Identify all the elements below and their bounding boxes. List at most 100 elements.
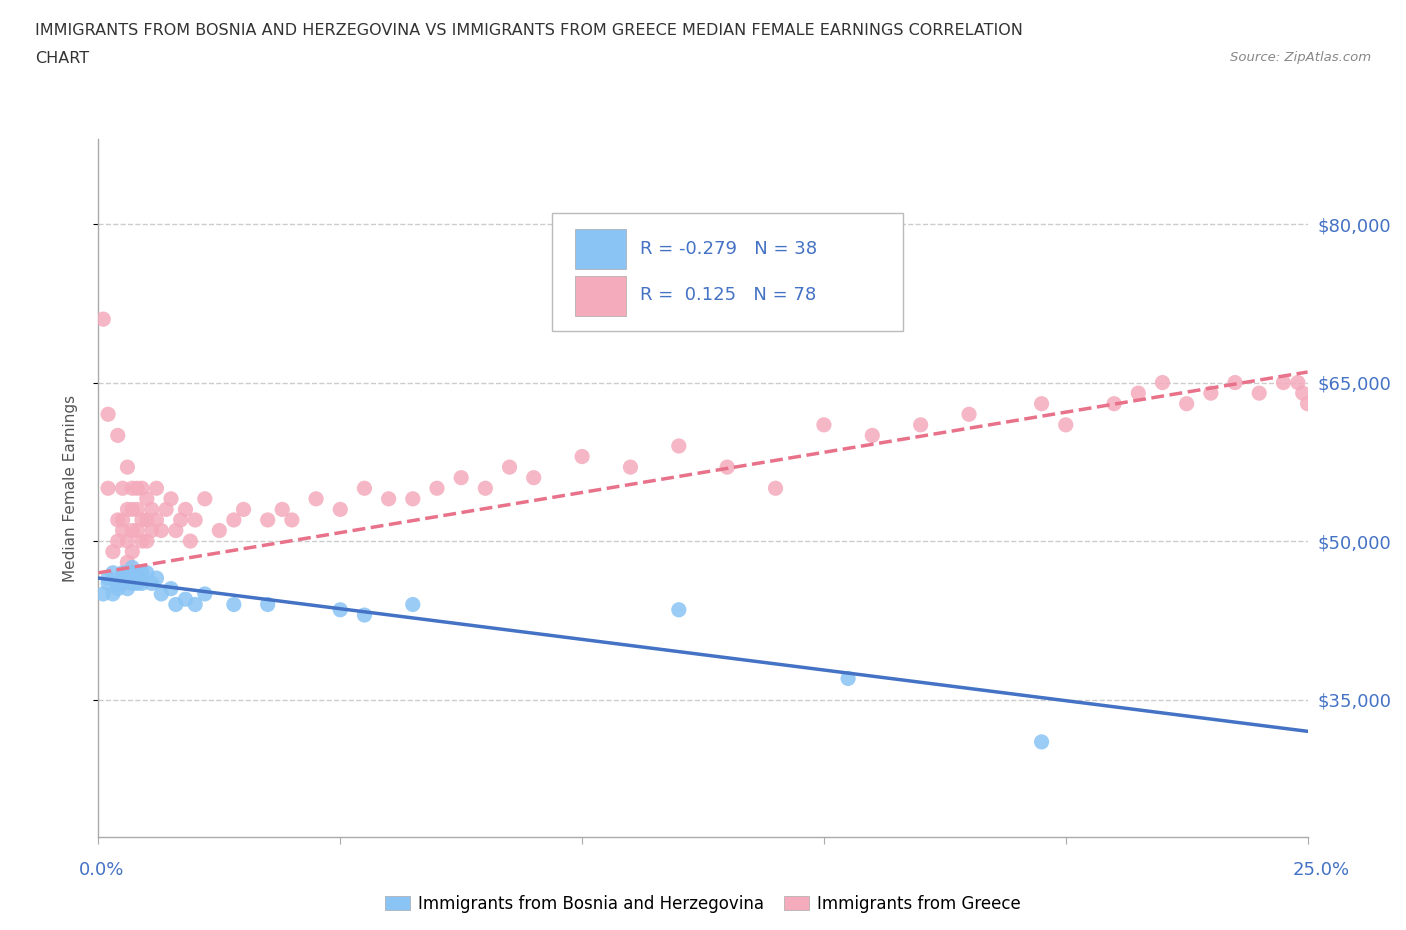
Point: [1292, 386, 1315, 401]
Point: [107, 428, 129, 443]
Point: [1128, 386, 1150, 401]
Point: [1031, 735, 1053, 750]
Point: [131, 576, 153, 591]
Point: [141, 576, 163, 591]
Point: [127, 523, 149, 538]
Point: [765, 481, 787, 496]
Point: [101, 587, 124, 602]
Point: [131, 565, 153, 580]
Point: [222, 597, 245, 612]
Point: [353, 481, 375, 496]
Point: [135, 565, 157, 580]
Point: [121, 576, 143, 591]
Point: [1272, 375, 1295, 390]
Text: 25.0%: 25.0%: [1294, 860, 1350, 879]
Point: [160, 581, 183, 596]
Point: [165, 523, 187, 538]
Point: [150, 587, 173, 602]
Point: [135, 512, 157, 527]
Point: [498, 459, 520, 474]
Point: [1249, 386, 1271, 401]
Point: [131, 481, 153, 496]
Point: [837, 671, 859, 686]
Point: [194, 491, 217, 506]
Point: [121, 523, 143, 538]
Point: [111, 481, 134, 496]
Point: [117, 571, 139, 586]
Point: [97, 406, 120, 421]
Point: [150, 523, 173, 538]
Point: [402, 597, 425, 612]
Point: [145, 481, 167, 496]
Point: [117, 565, 139, 580]
Text: 0.0%: 0.0%: [79, 860, 124, 879]
Point: [121, 502, 143, 517]
Point: [97, 481, 120, 496]
Point: [169, 512, 191, 527]
Point: [377, 491, 399, 506]
Text: R =  0.125   N = 78: R = 0.125 N = 78: [640, 286, 817, 304]
Point: [101, 565, 124, 580]
Point: [127, 565, 149, 580]
Point: [1296, 396, 1319, 411]
Point: [1152, 375, 1174, 390]
Point: [165, 597, 187, 612]
Point: [1175, 396, 1198, 411]
Legend: Immigrants from Bosnia and Herzegovina, Immigrants from Greece: Immigrants from Bosnia and Herzegovina, …: [378, 888, 1028, 920]
Text: Source: ZipAtlas.com: Source: ZipAtlas.com: [1230, 51, 1371, 64]
Point: [232, 502, 254, 517]
Point: [127, 576, 149, 591]
Point: [1102, 396, 1125, 411]
Point: [1199, 386, 1222, 401]
Point: [256, 597, 278, 612]
Y-axis label: Median Female Earnings: Median Female Earnings: [63, 394, 77, 582]
Point: [450, 471, 472, 485]
Point: [107, 534, 129, 549]
Point: [131, 512, 153, 527]
Point: [97, 571, 120, 586]
Point: [184, 512, 207, 527]
Point: [121, 481, 143, 496]
Point: [117, 555, 139, 570]
Point: [155, 502, 177, 517]
Point: [860, 428, 883, 443]
Point: [474, 481, 496, 496]
Point: [117, 534, 139, 549]
FancyBboxPatch shape: [575, 230, 626, 270]
Point: [1223, 375, 1246, 390]
FancyBboxPatch shape: [553, 213, 903, 331]
Point: [305, 491, 328, 506]
Point: [121, 565, 143, 580]
Point: [121, 560, 143, 575]
Point: [402, 491, 425, 506]
Text: R = -0.279   N = 38: R = -0.279 N = 38: [640, 240, 817, 258]
Point: [957, 406, 980, 421]
Point: [117, 459, 139, 474]
Point: [141, 523, 163, 538]
Point: [97, 576, 120, 591]
Point: [256, 512, 278, 527]
Text: IMMIGRANTS FROM BOSNIA AND HERZEGOVINA VS IMMIGRANTS FROM GREECE MEDIAN FEMALE E: IMMIGRANTS FROM BOSNIA AND HERZEGOVINA V…: [35, 23, 1024, 38]
Point: [160, 491, 183, 506]
Point: [668, 603, 690, 618]
Point: [145, 512, 167, 527]
Point: [174, 591, 197, 606]
Point: [107, 581, 129, 596]
Point: [127, 481, 149, 496]
Point: [107, 512, 129, 527]
Point: [271, 502, 294, 517]
Point: [117, 502, 139, 517]
Point: [111, 512, 134, 527]
Point: [281, 512, 304, 527]
Point: [910, 418, 932, 432]
Point: [571, 449, 593, 464]
Point: [91, 312, 114, 326]
Point: [91, 587, 114, 602]
Point: [127, 502, 149, 517]
Point: [222, 512, 245, 527]
Point: [121, 544, 143, 559]
Point: [111, 571, 134, 586]
Text: CHART: CHART: [35, 51, 89, 66]
Point: [141, 502, 163, 517]
Point: [111, 565, 134, 580]
